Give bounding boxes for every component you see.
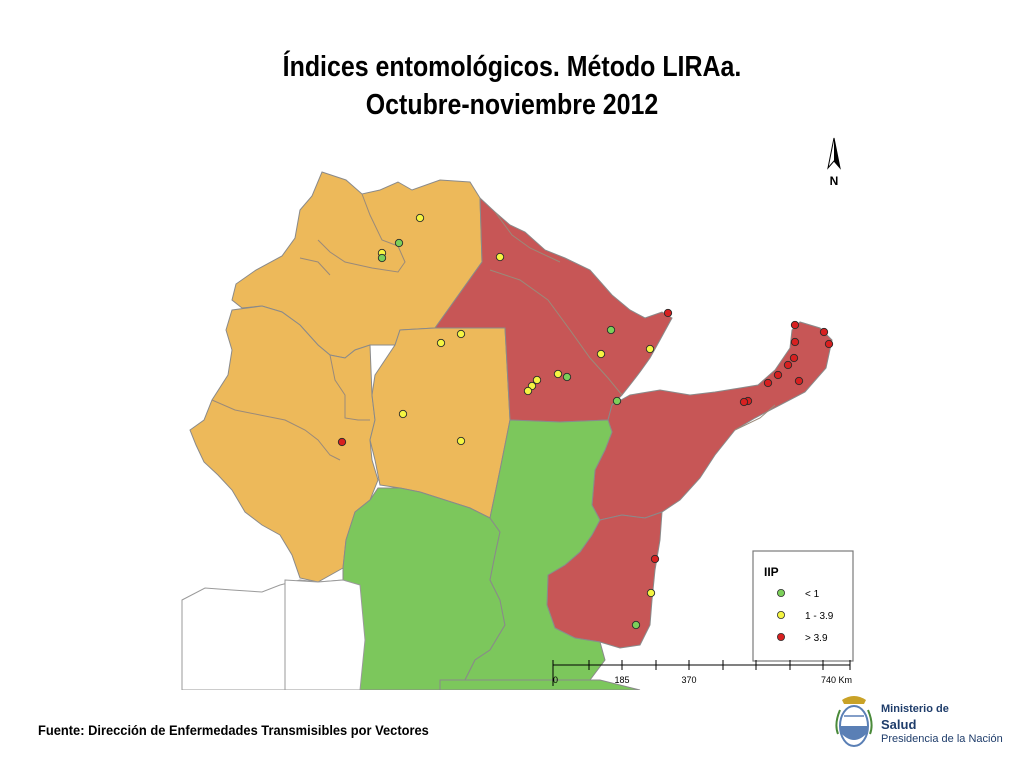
survey-point-mid [596, 349, 606, 359]
survey-point-high [763, 378, 773, 388]
survey-point-high [663, 308, 673, 318]
survey-point-mid [456, 329, 466, 339]
survey-point-mid [495, 252, 505, 262]
internal-boundaries [211, 193, 776, 461]
survey-point-mid [436, 338, 446, 348]
survey-point-low [377, 253, 387, 263]
survey-point-mid [532, 375, 542, 385]
north-label: N [830, 174, 839, 188]
source-footer: Fuente: Dirección de Enfermedades Transm… [38, 722, 429, 738]
legend-label-low: < 1 [805, 589, 820, 600]
page-title: Índices entomológicos. Método LIRAa. Oct… [72, 48, 953, 124]
survey-point-mid [553, 369, 563, 379]
legend-label-mid: 1 - 3.9 [805, 611, 834, 622]
legend-marker-high [777, 633, 786, 642]
title-line-1: Índices entomológicos. Método LIRAa. [282, 51, 742, 83]
scale-label-740: 740 Km [821, 675, 852, 685]
scale-bar: 0 185 370 740 Km [552, 660, 852, 686]
legend-marker-mid [777, 611, 786, 620]
legend-title: IIP [764, 565, 779, 579]
survey-point-high [337, 437, 347, 447]
survey-point-mid [645, 344, 655, 354]
survey-points [337, 213, 834, 630]
survey-point-low [562, 372, 572, 382]
legend-label-high: > 3.9 [805, 633, 828, 644]
logo-line-2: Salud [881, 717, 917, 732]
scale-label-0: 0 [553, 675, 558, 685]
legend: IIP < 1 1 - 3.9 > 3.9 [752, 550, 854, 662]
survey-point-high [819, 327, 829, 337]
survey-point-mid [398, 409, 408, 419]
survey-point-mid [456, 436, 466, 446]
legend-marker-low [777, 589, 786, 598]
scale-label-185: 185 [614, 675, 629, 685]
survey-point-low [394, 238, 404, 248]
survey-point-mid [646, 588, 656, 598]
region-green-east [451, 419, 613, 690]
survey-point-high [790, 320, 800, 330]
survey-point-low [612, 396, 622, 406]
survey-point-mid [415, 213, 425, 223]
north-arrow-icon: N [827, 137, 841, 188]
ministry-logo: Ministerio de Salud Presidencia de la Na… [834, 694, 1014, 756]
survey-point-high [824, 339, 834, 349]
ministry-logo-text: Ministerio de Salud Presidencia de la Na… [881, 702, 1003, 747]
logo-line-3: Presidencia de la Nación [881, 733, 1003, 745]
survey-point-high [773, 370, 783, 380]
survey-point-high [783, 360, 793, 370]
logo-line-1: Ministerio de [881, 703, 949, 715]
survey-point-high [789, 353, 799, 363]
title-line-2: Octubre-noviembre 2012 [365, 89, 659, 121]
region-outline-south [284, 579, 366, 690]
survey-point-high [739, 397, 749, 407]
scale-label-370: 370 [681, 675, 696, 685]
survey-point-high [650, 554, 660, 564]
survey-point-mid [523, 386, 533, 396]
map-regions [181, 171, 833, 690]
survey-point-high [790, 337, 800, 347]
survey-point-high [794, 376, 804, 386]
region-green-bottom [439, 679, 641, 690]
argentina-coat-of-arms-icon [835, 696, 873, 747]
survey-point-low [631, 620, 641, 630]
survey-point-low [606, 325, 616, 335]
